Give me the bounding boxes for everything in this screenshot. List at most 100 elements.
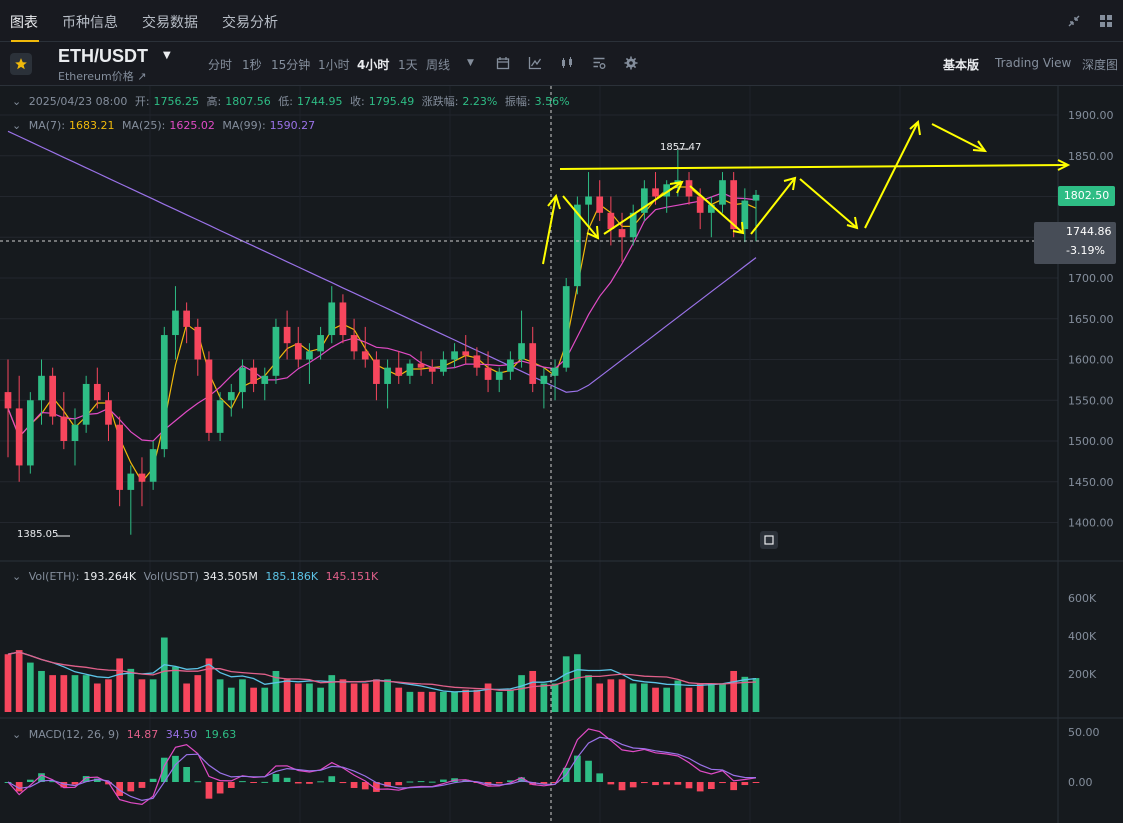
volume-axis: 600K 400K 200K (1068, 592, 1097, 681)
volume-info: ⌄ Vol(ETH): 193.264K Vol(USDT) 343.505M 18… (12, 570, 379, 583)
candle-body (205, 359, 213, 433)
indicator-icon[interactable] (528, 56, 542, 70)
interval-15m[interactable]: 15分钟 (271, 58, 311, 72)
macd-hist-bar (82, 776, 90, 782)
candle-body (306, 351, 313, 360)
more-intervals-icon[interactable]: ▼ (467, 58, 474, 68)
volume-bar (607, 679, 615, 712)
macd-hist-bar (15, 782, 23, 792)
candle-body (328, 302, 336, 336)
collapse-caret-icon: ⌄ (12, 95, 22, 108)
vol-ma1: 185.186K (265, 570, 319, 583)
volume-bar (451, 691, 458, 712)
macd-hist-bar (116, 782, 123, 796)
price-tick: 1850.00 (1068, 150, 1114, 163)
ohlc-change: 2.23% (462, 95, 498, 108)
volume-bar (149, 679, 157, 712)
volume-bar (361, 683, 369, 712)
interval-4h[interactable]: 4小时 (357, 58, 390, 72)
view-depth[interactable]: 深度图 (1082, 58, 1119, 72)
volume-ma-lines (7, 651, 757, 693)
candle-body (373, 359, 380, 384)
price-tick: 1700.00 (1068, 272, 1114, 285)
price-tick: 1600.00 (1068, 354, 1114, 367)
volume-bar (707, 683, 715, 712)
ohlc-low: 1744.95 (296, 95, 343, 108)
candle-body (194, 326, 202, 360)
macd-hist-bar (641, 782, 648, 784)
volume-bar (350, 683, 358, 712)
pair-title[interactable]: ETH/USDT (58, 46, 148, 66)
grid-layout-icon[interactable] (1098, 13, 1114, 29)
macd-axis: 50.00 0.00 (1068, 726, 1100, 789)
macd-hist-bar (652, 782, 659, 786)
resistance-arrowhead (1057, 159, 1071, 171)
macd-hist-bar (194, 781, 202, 783)
volume-bar (674, 680, 682, 712)
volume-bar (205, 658, 213, 712)
view-basic[interactable]: 基本版 (943, 58, 980, 72)
macd-hist-bar (93, 778, 101, 782)
price-chart[interactable]: 1900.001850.001800.001750.001700.001650.… (0, 86, 1123, 823)
volume-bar (105, 679, 112, 712)
template-icon[interactable] (592, 56, 606, 70)
interval-1d[interactable]: 1天 (398, 58, 418, 72)
candle-body (540, 375, 548, 384)
interval-week[interactable]: 周线 (426, 58, 451, 72)
macd-hist-bar (674, 782, 682, 785)
tab-chart[interactable]: 图表 (10, 15, 38, 31)
chart-widget-button[interactable] (760, 531, 778, 549)
volume-bar (194, 675, 202, 712)
candle-type-icon[interactable] (560, 56, 574, 70)
last-price-tag: 1802.50 (1058, 186, 1115, 206)
pair-dropdown-icon[interactable]: ▼ (163, 50, 171, 61)
candle-body (406, 363, 414, 376)
candle-body (138, 473, 146, 482)
tab-trade-analysis[interactable]: 交易分析 (222, 15, 278, 31)
macd-hist-bar (272, 773, 280, 782)
macd-hist-bar (339, 782, 347, 784)
candle-body (451, 351, 458, 360)
candle-body (585, 196, 592, 205)
arrow-down-1 (562, 195, 599, 239)
volume-bar (261, 687, 269, 712)
view-tradingview[interactable]: Trading View (995, 56, 1072, 70)
candle-body (26, 400, 34, 466)
volume-bar (373, 679, 380, 712)
candle-body (562, 286, 570, 368)
gear-icon[interactable] (624, 56, 638, 70)
interval-timeline[interactable]: 分时 (208, 58, 233, 72)
volume-bar (283, 679, 291, 712)
candle-body (38, 375, 45, 401)
candle-body (551, 367, 559, 376)
ohlc-open: 1756.25 (153, 95, 200, 108)
calendar-icon[interactable] (496, 56, 510, 70)
candle-body (529, 343, 537, 384)
candle-body (384, 367, 391, 384)
interval-1s[interactable]: 1秒 (242, 58, 262, 72)
top-nav: 图表 币种信息 交易数据 交易分析 (0, 0, 1123, 42)
candle-body (15, 408, 23, 466)
volume-bar (741, 676, 749, 712)
collapse-icon[interactable] (1066, 13, 1082, 29)
candle-body (317, 335, 324, 352)
candle-body (250, 367, 257, 384)
vol-eth: 193.264K (83, 570, 137, 583)
candle-body (395, 367, 403, 376)
macd-hist-bar (38, 773, 45, 782)
volume-bar (417, 691, 425, 712)
interval-1h[interactable]: 1小时 (318, 58, 350, 72)
favorite-button[interactable] (10, 53, 32, 75)
macd-hist-bar (250, 782, 257, 783)
volume-bar (172, 666, 179, 712)
candle-body (607, 212, 615, 230)
volume-bar (38, 670, 45, 712)
volume-bar (428, 691, 436, 712)
volume-bar (395, 687, 403, 712)
price-tick: 1650.00 (1068, 313, 1114, 326)
candle-body (261, 375, 269, 384)
tab-coin-info[interactable]: 币种信息 (62, 15, 118, 31)
tab-trade-data[interactable]: 交易数据 (142, 15, 198, 31)
volume-tick: 200K (1068, 668, 1097, 681)
pair-subtitle[interactable]: Ethereum价格 ↗ (58, 70, 147, 83)
